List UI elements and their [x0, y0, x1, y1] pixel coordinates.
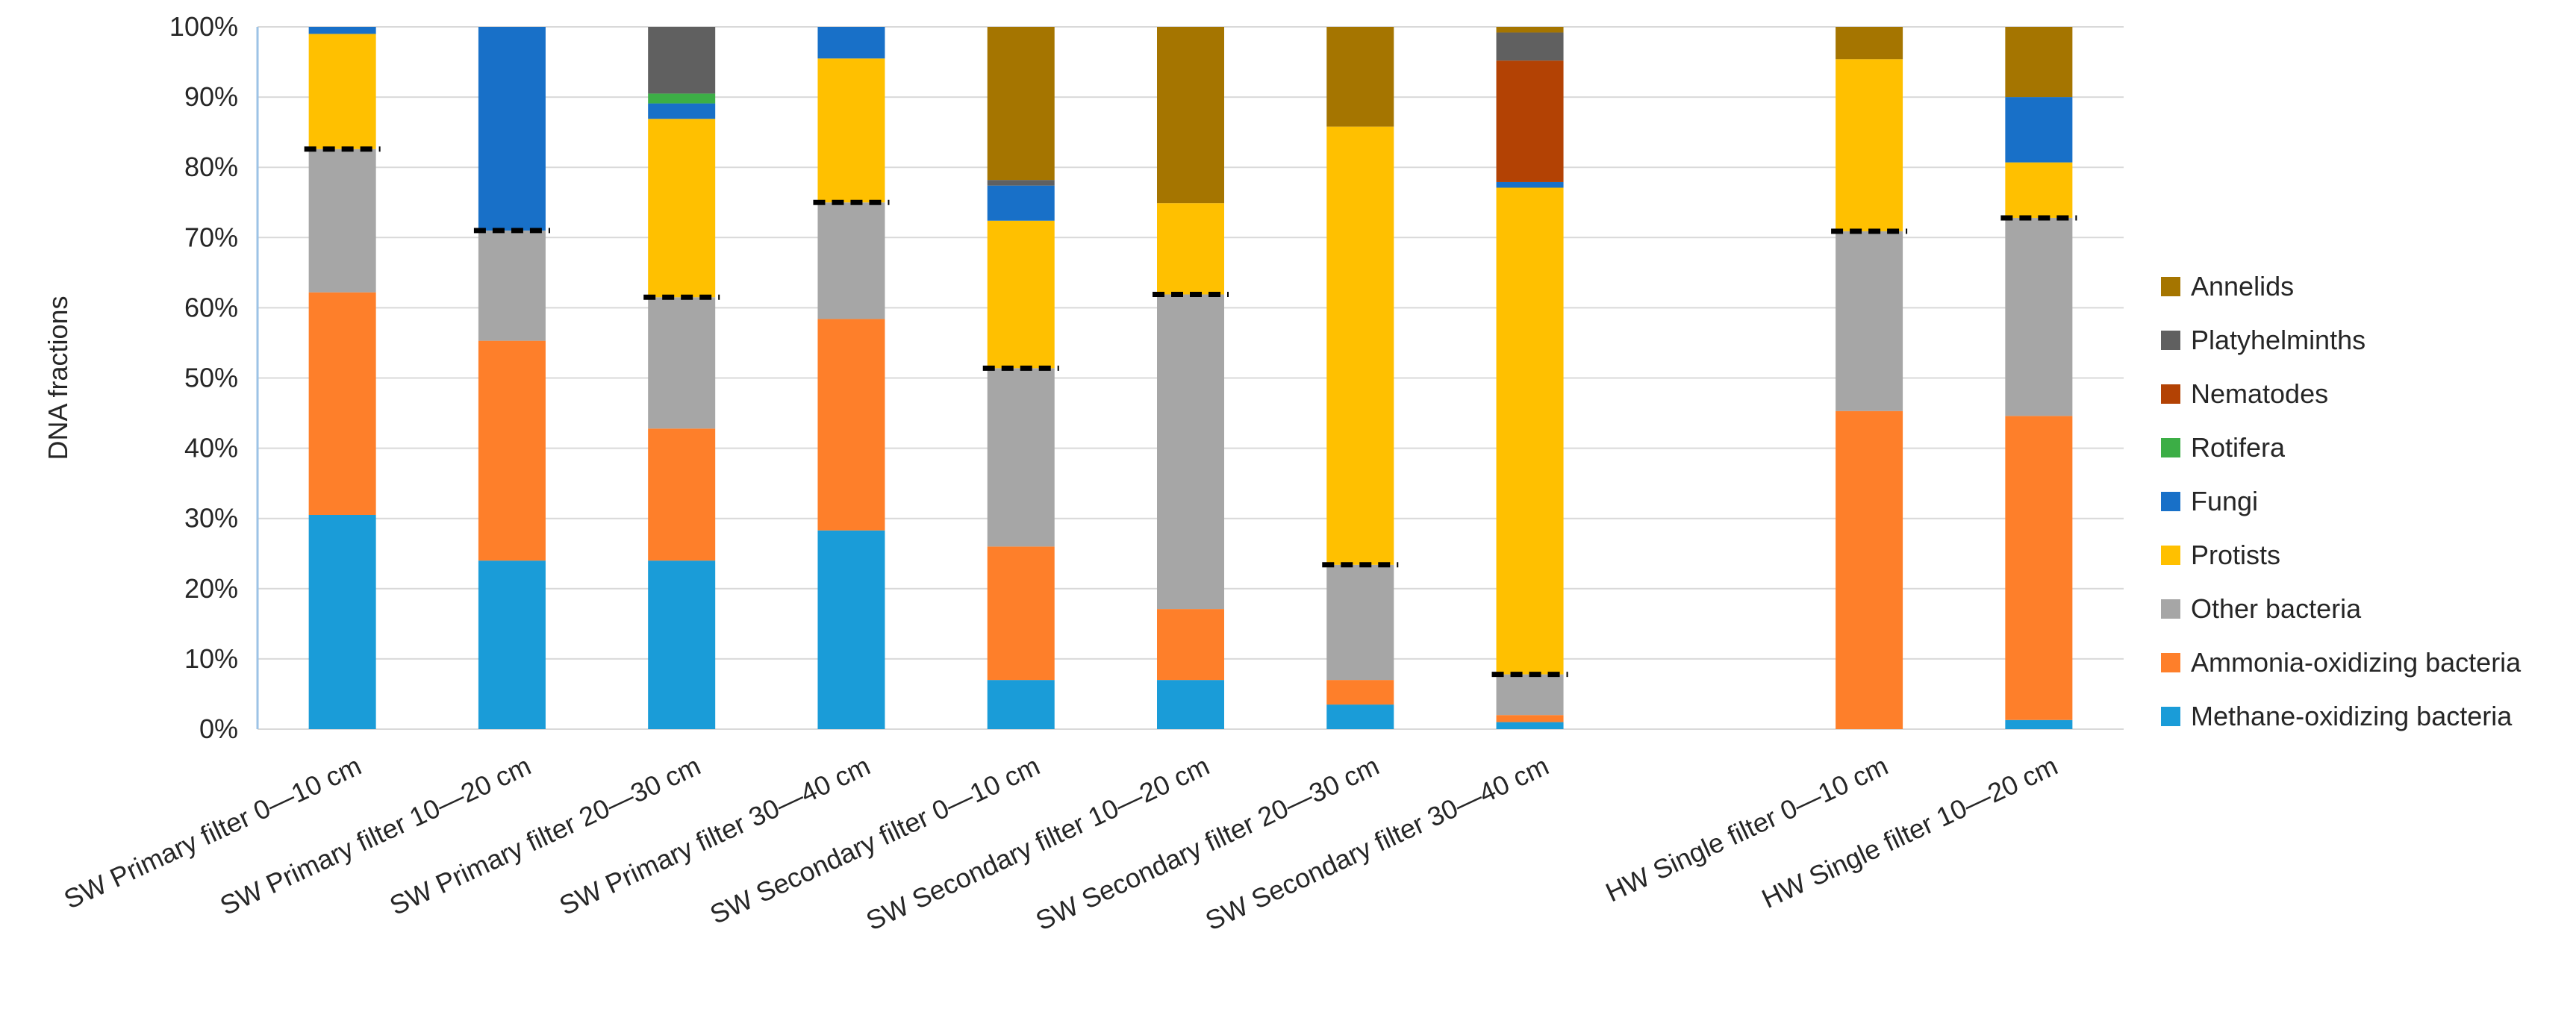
y-tick-label: 30%: [184, 503, 238, 534]
bar-other-bacteria: [987, 368, 1055, 547]
bar-methane-oxidizing-bacteria: [817, 530, 885, 729]
bar-ammonia-oxidizing-bacteria: [987, 546, 1055, 681]
legend-swatch-other-bacteria: [2161, 599, 2180, 619]
x-tick-label: SW Primary filter 20—30 cm: [385, 750, 705, 921]
legend-swatch-ammonia-oxidizing-bacteria: [2161, 653, 2180, 672]
legend-label-protists: Protists: [2191, 540, 2280, 570]
bar-annelids: [1326, 27, 1394, 127]
bar-methane-oxidizing-bacteria: [308, 514, 376, 729]
bar-platyhelminths: [1496, 32, 1564, 61]
bar-fungi: [308, 27, 376, 34]
bar-fungi: [987, 185, 1055, 221]
bar-annelids: [2005, 27, 2073, 98]
legend-label-ammonia-oxidizing-bacteria: Ammonia-oxidizing bacteria: [2191, 647, 2522, 678]
bar-ammonia-oxidizing-bacteria: [817, 319, 885, 531]
bar-protists: [1836, 59, 1903, 231]
bar-platyhelminths: [648, 27, 716, 94]
bar-other-bacteria: [1496, 674, 1564, 716]
y-tick-label: 20%: [184, 573, 238, 604]
x-tick-label: SW Primary filter 30—40 cm: [555, 750, 875, 921]
bar-nematodes: [1496, 60, 1564, 182]
bar-protists: [648, 119, 716, 298]
bar-protists: [1496, 187, 1564, 675]
y-tick-label: 0%: [199, 713, 238, 744]
x-tick-label: SW Primary filter 0—10 cm: [59, 750, 366, 915]
legend-swatch-annelids: [2161, 277, 2180, 296]
legend-swatch-platyhelminths: [2161, 331, 2180, 350]
y-tick-label: 80%: [184, 151, 238, 182]
x-tick-label: HW Single filter 10—20 cm: [1757, 750, 2062, 914]
bar-ammonia-oxidizing-bacteria: [1836, 410, 1903, 729]
y-tick-label: 70%: [184, 222, 238, 252]
legend-swatch-fungi: [2161, 492, 2180, 511]
bar-methane-oxidizing-bacteria: [987, 680, 1055, 729]
x-tick-label: HW Single filter 0—10 cm: [1601, 750, 1893, 908]
bar-ammonia-oxidizing-bacteria: [648, 428, 716, 561]
bar-ammonia-oxidizing-bacteria: [308, 292, 376, 515]
bar-fungi: [2005, 97, 2073, 163]
bar-other-bacteria: [648, 297, 716, 429]
legend-label-methane-oxidizing-bacteria: Methane-oxidizing bacteria: [2191, 701, 2513, 731]
y-tick-label: 60%: [184, 292, 238, 322]
x-tick-label: SW Primary filter 10—20 cm: [215, 750, 535, 921]
legend-label-rotifera: Rotifera: [2191, 432, 2286, 463]
y-tick-label: 90%: [184, 81, 238, 112]
bar-ammonia-oxidizing-bacteria: [1496, 715, 1564, 722]
bar-fungi: [1496, 181, 1564, 188]
bar-annelids: [1496, 27, 1564, 33]
legend-swatch-methane-oxidizing-bacteria: [2161, 707, 2180, 726]
bar-methane-oxidizing-bacteria: [2005, 719, 2073, 729]
bar-ammonia-oxidizing-bacteria: [2005, 416, 2073, 720]
legend-label-nematodes: Nematodes: [2191, 378, 2328, 409]
y-tick-label: 40%: [184, 433, 238, 463]
bar-ammonia-oxidizing-bacteria: [478, 340, 546, 561]
bar-other-bacteria: [1157, 294, 1224, 610]
legend-label-other-bacteria: Other bacteria: [2191, 593, 2362, 624]
bar-protists: [308, 34, 376, 149]
bar-protists: [2005, 162, 2073, 218]
y-axis-title: DNA fractions: [43, 296, 73, 460]
bar-methane-oxidizing-bacteria: [1496, 722, 1564, 729]
bar-annelids: [987, 27, 1055, 181]
bar-other-bacteria: [308, 149, 376, 293]
legend-label-fungi: Fungi: [2191, 486, 2258, 516]
bar-methane-oxidizing-bacteria: [1157, 680, 1224, 729]
legend-swatch-protists: [2161, 546, 2180, 565]
legend-label-platyhelminths: Platyhelminths: [2191, 325, 2366, 355]
bar-other-bacteria: [2005, 217, 2073, 416]
legend-swatch-rotifera: [2161, 438, 2180, 457]
bar-protists: [1326, 126, 1394, 565]
y-tick-label: 100%: [169, 11, 238, 42]
bar-rotifera: [648, 93, 716, 104]
bar-methane-oxidizing-bacteria: [1326, 705, 1394, 729]
bar-fungi: [648, 103, 716, 119]
bar-fungi: [478, 27, 546, 231]
bar-platyhelminths: [987, 180, 1055, 186]
bar-annelids: [1157, 27, 1224, 204]
y-tick-label: 50%: [184, 363, 238, 393]
bar-annelids: [1836, 27, 1903, 60]
bar-methane-oxidizing-bacteria: [648, 560, 716, 729]
bar-ammonia-oxidizing-bacteria: [1326, 680, 1394, 705]
bar-protists: [987, 220, 1055, 369]
bar-methane-oxidizing-bacteria: [478, 560, 546, 729]
y-tick-label: 10%: [184, 643, 238, 674]
bar-other-bacteria: [1836, 231, 1903, 411]
bar-other-bacteria: [478, 230, 546, 341]
bar-protists: [1157, 203, 1224, 295]
bar-other-bacteria: [817, 202, 885, 319]
legend-swatch-nematodes: [2161, 384, 2180, 404]
bar-ammonia-oxidizing-bacteria: [1157, 609, 1224, 681]
bar-fungi: [817, 27, 885, 59]
bar-protists: [817, 58, 885, 203]
legend-label-annelids: Annelids: [2191, 271, 2294, 302]
bar-other-bacteria: [1326, 564, 1394, 681]
